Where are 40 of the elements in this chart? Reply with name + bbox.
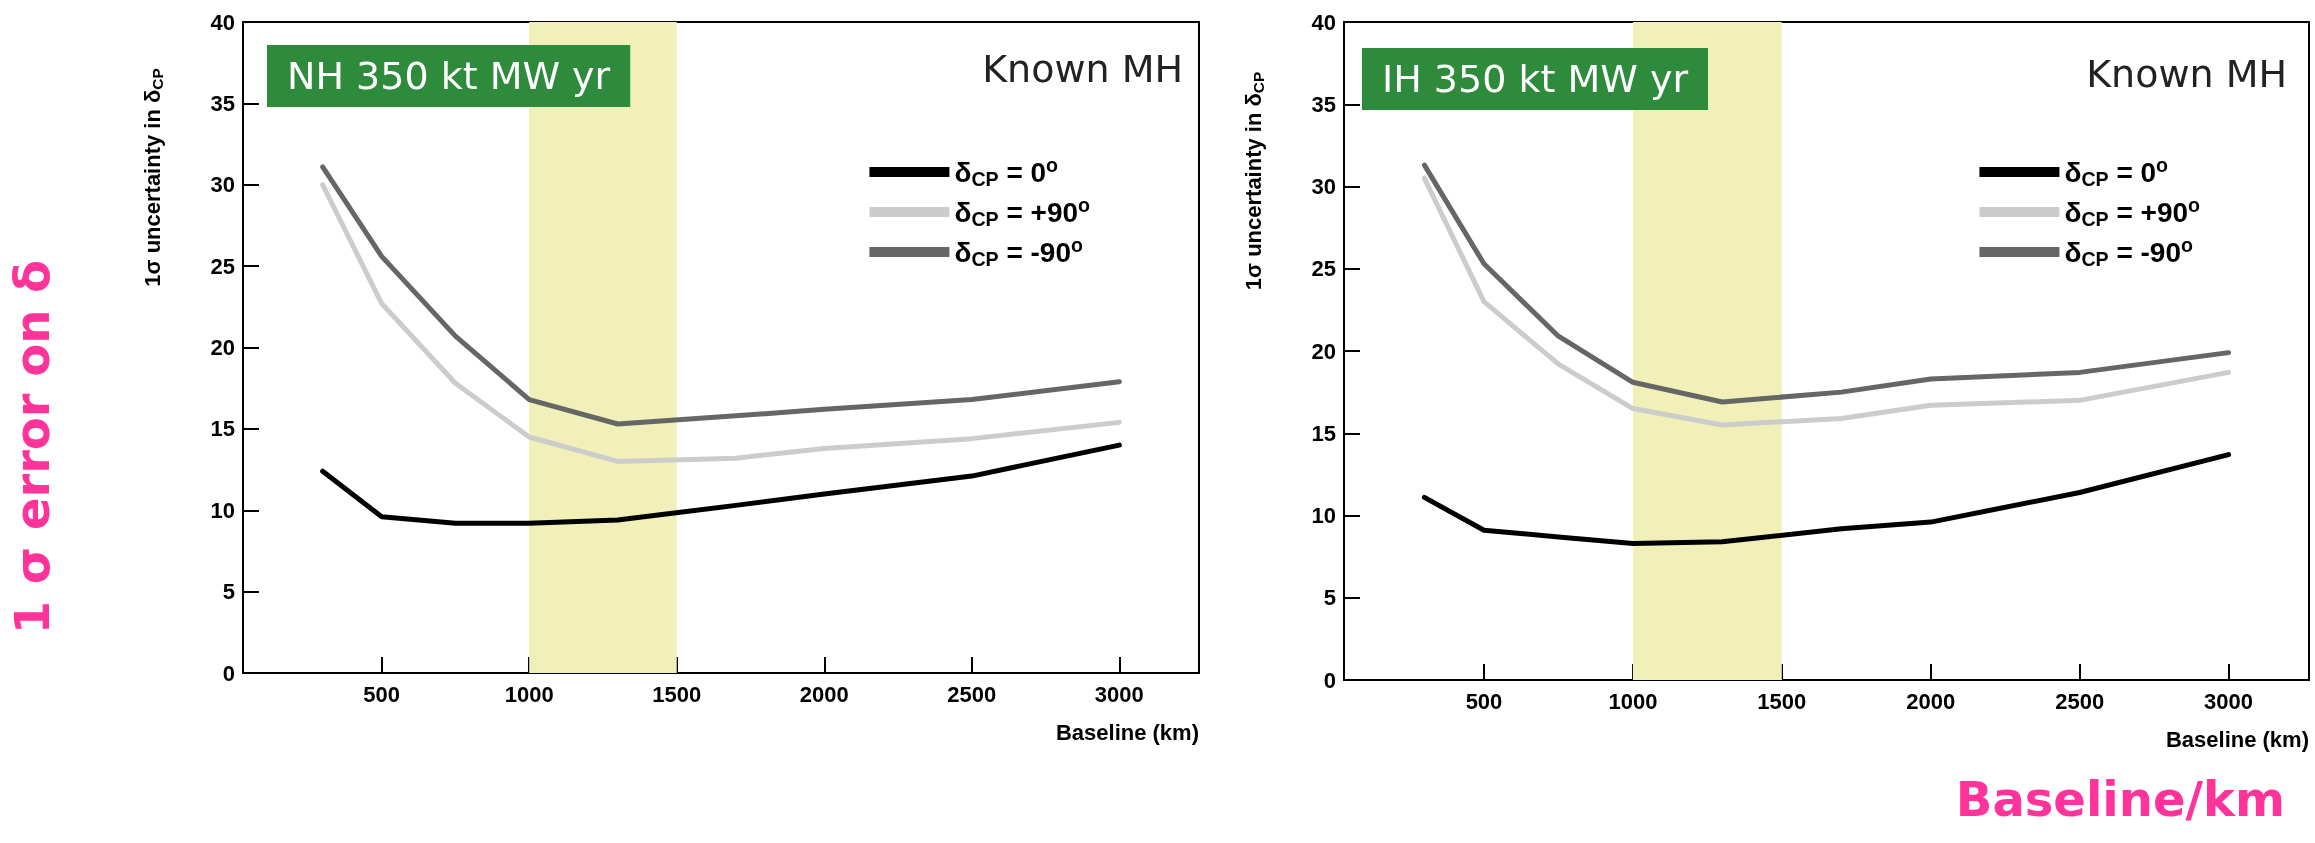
x-tick-label: 3000 — [1094, 681, 1144, 707]
annotation: NH 350 kt MW yr — [287, 54, 611, 98]
y-tick-label: 5 — [1323, 585, 1336, 611]
x-tick-label: 3000 — [2204, 688, 2254, 714]
y-tick-label: 0 — [222, 660, 235, 686]
x-tick-label: 1500 — [652, 681, 702, 707]
y-tick-label: 40 — [210, 9, 235, 35]
y-tick-label: 10 — [210, 497, 235, 523]
y-tick-label: 10 — [1311, 503, 1336, 528]
y-tick-label: 40 — [1311, 9, 1336, 35]
y-tick-label: 35 — [1311, 91, 1336, 117]
y-tick-label: 25 — [210, 253, 235, 279]
annotation: Known MH — [982, 47, 1183, 91]
x-tick-label: 1000 — [1608, 688, 1658, 714]
x-tick-label: 1000 — [504, 681, 554, 707]
x-tick-label: 2000 — [799, 681, 849, 707]
y-tick-label: 25 — [1311, 256, 1336, 282]
text: Baseline/km — [1955, 771, 2285, 827]
y-tick-label: 15 — [1311, 420, 1336, 446]
y-axis-title: 1σ uncertainty in δCP — [1240, 71, 1267, 291]
y-tick-label: 30 — [1311, 174, 1336, 199]
annotation: IH 350 kt MW yr — [1382, 57, 1689, 101]
x-tick-label: 2500 — [947, 681, 997, 707]
y-tick-label: 35 — [210, 90, 235, 116]
x-tick-label: 500 — [1465, 688, 1503, 714]
y-tick-label: 30 — [210, 172, 235, 198]
x-axis-title: Baseline (km) — [1055, 719, 1199, 745]
y-tick-label: 15 — [210, 416, 235, 442]
x-tick-label: 2500 — [2055, 688, 2105, 714]
y-tick-label: 0 — [1323, 667, 1336, 693]
x-tick-label: 500 — [363, 681, 401, 707]
x-axis-title: Baseline (km) — [2165, 726, 2309, 752]
y-axis-title: 1σ uncertainty in δCP — [139, 68, 166, 287]
annotation: Known MH — [2086, 52, 2287, 96]
y-tick-label: 5 — [222, 579, 235, 605]
x-tick-label: 1500 — [1757, 688, 1807, 714]
x-tick-label: 2000 — [1906, 688, 1956, 714]
text: 1 σ error on δ — [4, 260, 60, 635]
y-tick-label: 20 — [210, 335, 235, 360]
y-tick-label: 20 — [1311, 338, 1336, 364]
